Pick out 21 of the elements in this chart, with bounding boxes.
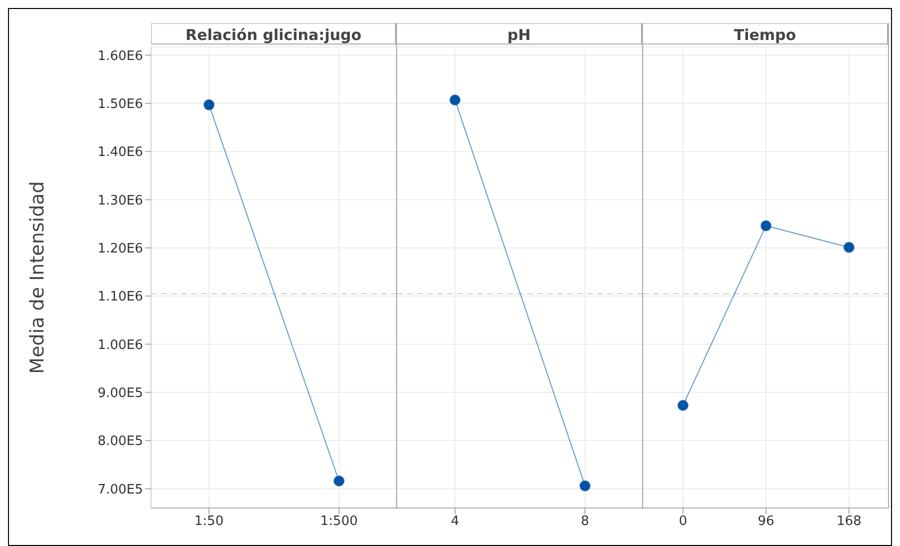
y-tick-label: 1.30E6: [98, 193, 143, 208]
x-tick-label: 4: [450, 514, 460, 530]
y-tick-label: 1.10E6: [98, 290, 143, 305]
y-tick-label: 8.00E5: [98, 434, 143, 450]
x-tick-label: 168: [836, 514, 862, 530]
x-tick-label: 0: [678, 514, 688, 530]
y-tick-label: 1.60E6: [98, 48, 143, 64]
x-tick-label: 96: [758, 514, 774, 530]
chart-title: Relación glicina:jugo: [151, 23, 396, 45]
x-tick-label: 1:50: [194, 514, 224, 530]
y-axis-title: Media de Intensidad: [26, 181, 49, 374]
y-tick-label: 9.00E5: [98, 386, 143, 402]
x-tick-label: 1:500: [320, 514, 358, 530]
y-tick-label: 1.00E6: [98, 338, 143, 353]
chart-title: Tiempo: [643, 23, 888, 45]
y-tick-label: 1.20E6: [98, 241, 143, 256]
y-tick-label: 1.50E6: [98, 96, 143, 112]
y-tick-label: 7.00E5: [98, 482, 143, 498]
x-tick-label: 8: [580, 514, 590, 530]
y-tick-label: 1.40E6: [98, 145, 143, 160]
chart-title: pH: [397, 23, 642, 45]
